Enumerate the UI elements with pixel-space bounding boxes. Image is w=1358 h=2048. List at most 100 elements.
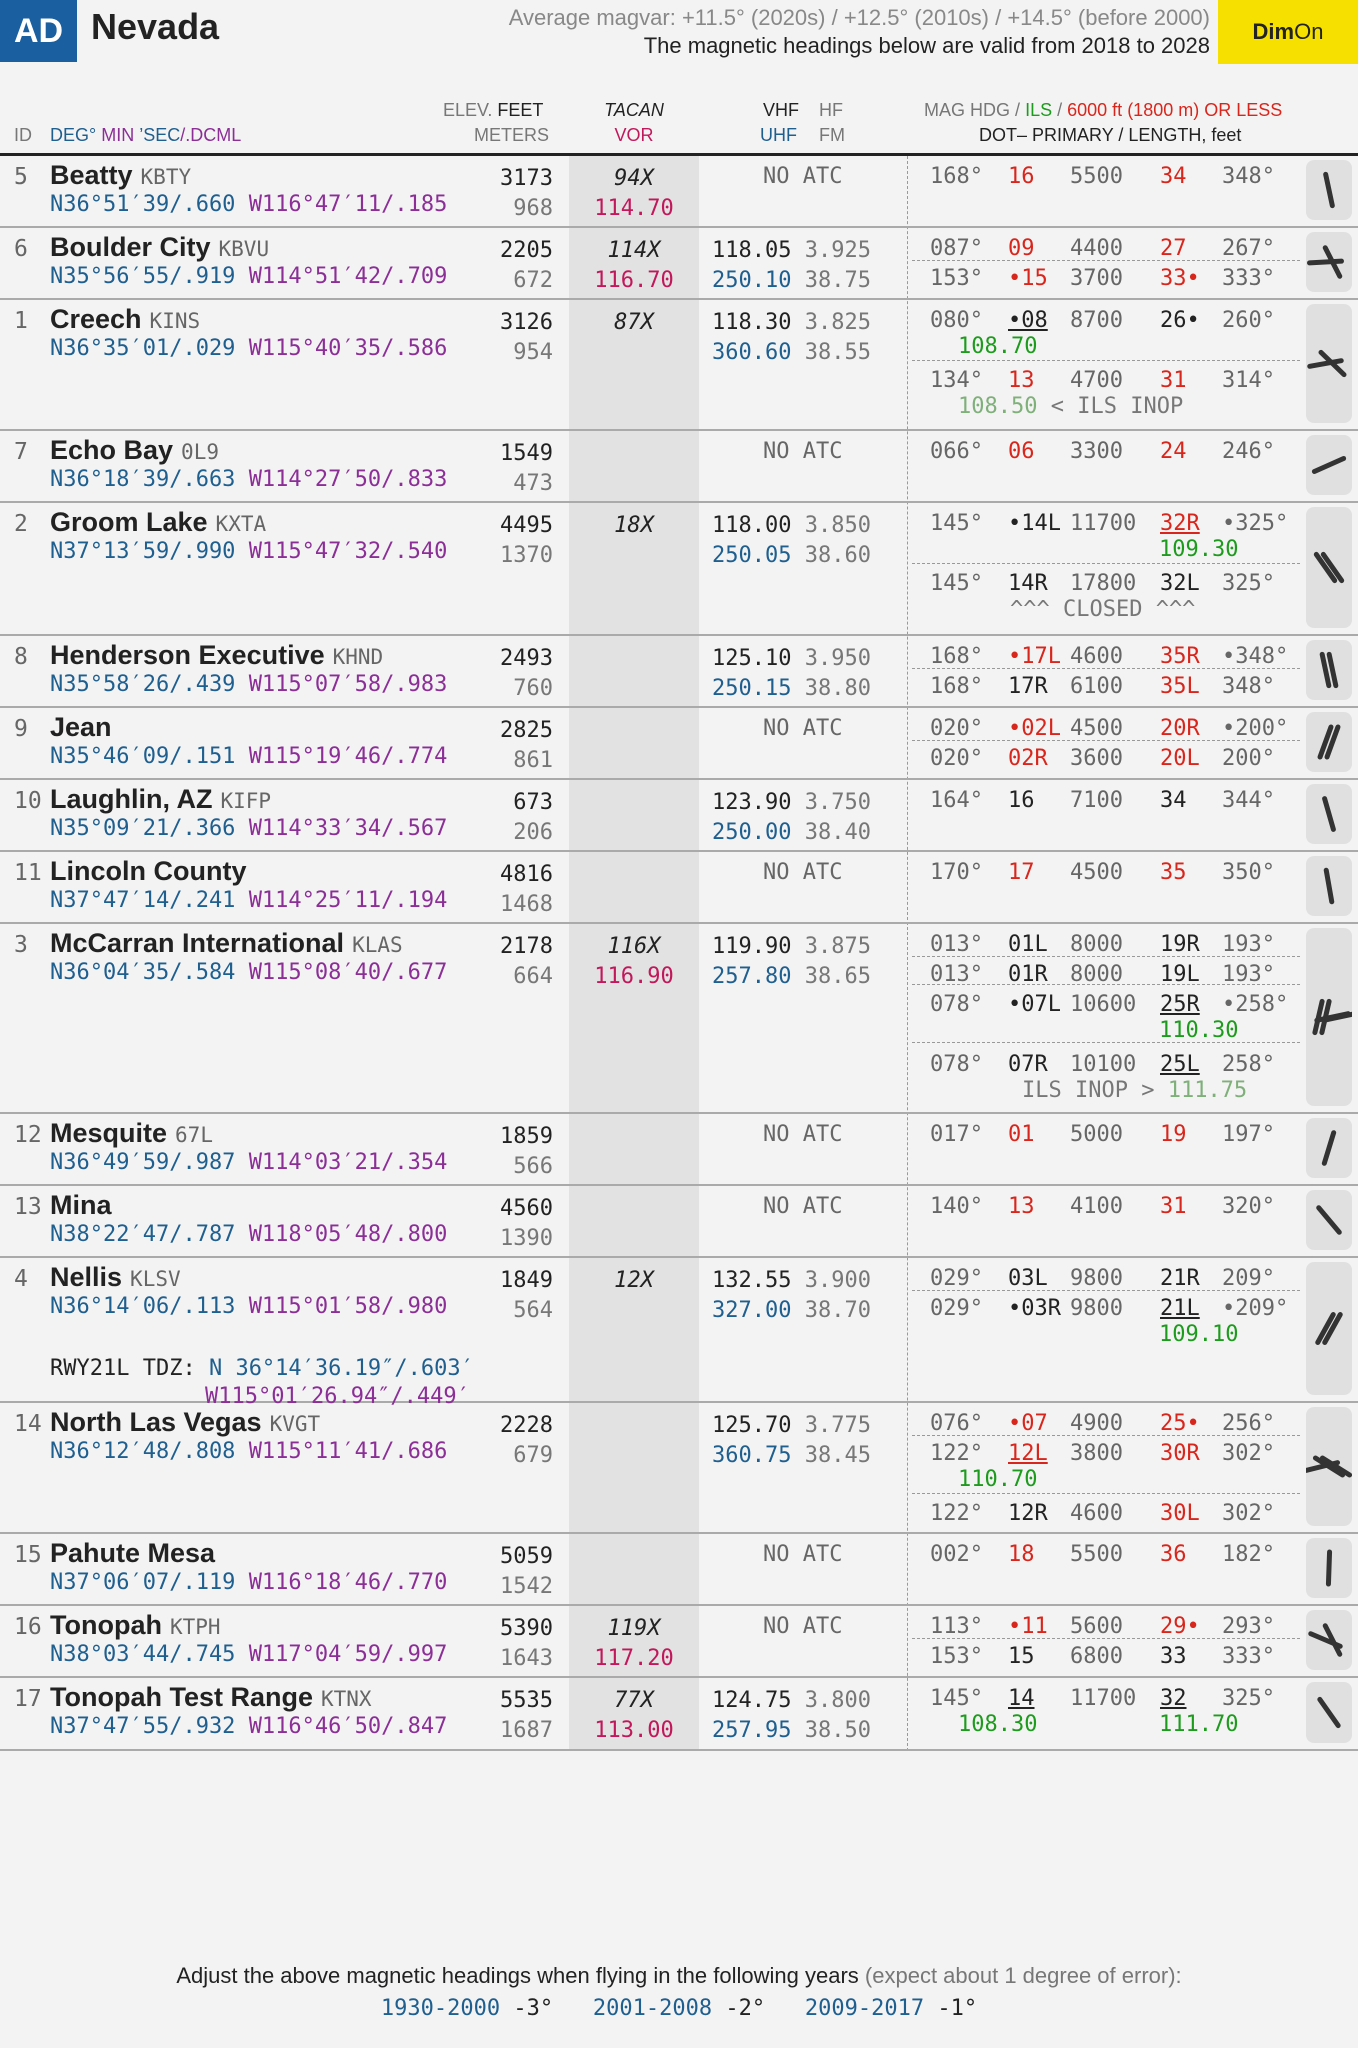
- elevation: 1849 564: [500, 1266, 553, 1326]
- airport-name[interactable]: Jean: [50, 712, 112, 743]
- runway-separator: [912, 1493, 1300, 1494]
- airport-name[interactable]: Nellis KLSV: [50, 1262, 181, 1293]
- runway-diagram-icon: [1308, 1623, 1343, 1657]
- elevation: 3173 968: [500, 164, 553, 224]
- airport-name[interactable]: Tonopah Test Range KTNX: [50, 1682, 372, 1713]
- longitude: W114°25′11/.194: [248, 888, 448, 913]
- vhf-frequency: 132.55: [712, 1268, 792, 1293]
- runway-diagram-icon: [1313, 551, 1345, 584]
- elevation-meters: 679: [513, 1443, 553, 1468]
- runway-diagram-icon: [1307, 245, 1344, 279]
- icao-code: KINS: [149, 309, 201, 333]
- runway-diagram[interactable]: [1306, 1538, 1352, 1598]
- runway-diagram[interactable]: [1303, 1407, 1353, 1526]
- runway-strip: [1321, 1011, 1358, 1023]
- runway-separator: [912, 563, 1300, 564]
- runway-diagram[interactable]: [1306, 712, 1352, 772]
- runway-diagram[interactable]: [1306, 232, 1352, 292]
- airport-name[interactable]: Laughlin, AZ KIFP: [50, 784, 271, 815]
- fm-frequency: 38.65: [804, 964, 871, 989]
- longitude: W115°07′58/.983: [248, 672, 448, 697]
- runway-diagram[interactable]: [1306, 1610, 1352, 1670]
- runway-end-1: 12R: [1008, 1501, 1048, 1526]
- heading-1: 145°: [930, 1686, 983, 1711]
- airport-name[interactable]: Creech KINS: [50, 304, 200, 335]
- airport-name[interactable]: Boulder City KBVU: [50, 232, 269, 263]
- airport-coordinates: N36°04′35/.584 W115°08′40/.677: [50, 960, 447, 985]
- uhf-fm: 257.95 38.50: [712, 1716, 871, 1746]
- runway-length: 10600: [1070, 992, 1137, 1017]
- runway-length: 5500: [1070, 164, 1123, 189]
- dim-toggle-button[interactable]: Dim On: [1218, 0, 1358, 64]
- icao-code: KBTY: [140, 165, 192, 189]
- airport-coordinates: N36°18′39/.663 W114°27′50/.833: [50, 467, 447, 492]
- ils-frequency: 111.70: [1159, 1712, 1239, 1737]
- elevation: 3126 954: [500, 308, 553, 368]
- heading-2: 246°: [1222, 439, 1275, 464]
- airport-name[interactable]: Lincoln County: [50, 856, 246, 887]
- vhf-hf: 118.00 3.850: [712, 511, 871, 541]
- runway-diagram[interactable]: [1306, 1682, 1352, 1743]
- runway-diagram-icon: [1323, 171, 1335, 209]
- airport-name[interactable]: Tonopah KTPH: [50, 1610, 221, 1641]
- airport-name[interactable]: Mesquite 67L: [50, 1118, 213, 1149]
- airport-name[interactable]: Groom Lake KXTA: [50, 507, 266, 538]
- runway-diagram[interactable]: [1306, 304, 1352, 423]
- col-mag-hdg: MAG HDG / ILS / 6000 ft (1800 m) OR LESS: [924, 100, 1283, 120]
- runway-diagram[interactable]: [1306, 160, 1352, 220]
- airport-name[interactable]: Mina: [50, 1190, 112, 1221]
- radio-frequencies: 123.90 3.750 250.00 38.40: [712, 788, 871, 848]
- runway-diagram[interactable]: [1306, 507, 1352, 628]
- adj-years-2: 2001-2008: [592, 1996, 713, 2021]
- longitude: W117°04′59/.997: [248, 1642, 448, 1667]
- heading-2: 325°: [1222, 571, 1275, 596]
- runway-end-2: 35: [1160, 860, 1187, 885]
- col-deg: DEG°: [50, 125, 97, 145]
- airport-name[interactable]: Henderson Executive KHND: [50, 640, 383, 671]
- runway-diagram[interactable]: [1306, 1118, 1352, 1178]
- heading-1: 020°: [930, 716, 983, 741]
- airport-name[interactable]: McCarran International KLAS: [50, 928, 403, 959]
- runway-diagram[interactable]: [1306, 1262, 1352, 1395]
- ils-note-part-1: ILS INOP >: [1022, 1078, 1155, 1103]
- heading-2: 260°: [1222, 308, 1275, 333]
- runway-diagram[interactable]: [1306, 1190, 1352, 1250]
- runway-diagram[interactable]: [1306, 435, 1352, 495]
- fm-frequency: 38.80: [804, 676, 871, 701]
- runway-diagram[interactable]: [1306, 928, 1358, 1106]
- runway-line: 145° 14R 17800 32L 325°: [930, 567, 1284, 597]
- vhf-frequency: 119.90: [712, 934, 792, 959]
- airport-name-text: Pahute Mesa: [50, 1538, 216, 1568]
- runway-diagram[interactable]: [1306, 640, 1352, 700]
- latitude: N36°04′35/.584: [50, 960, 236, 985]
- heading-2: 182°: [1222, 1542, 1275, 1567]
- airport-name[interactable]: North Las Vegas KVGT: [50, 1407, 320, 1438]
- runway-length: 4600: [1070, 1501, 1123, 1526]
- runway-end-2: 30R: [1160, 1441, 1200, 1466]
- airport-id: 13: [14, 1194, 42, 1220]
- latitude: N35°46′09/.151: [50, 744, 236, 769]
- runway-end-2: 34: [1160, 164, 1187, 189]
- heading-1: 076°: [930, 1411, 983, 1436]
- airport-name[interactable]: Pahute Mesa: [50, 1538, 215, 1569]
- tdz-label: RWY21L TDZ:: [50, 1356, 196, 1381]
- elevation: 4816 1468: [500, 860, 553, 920]
- runway-diagram[interactable]: [1306, 784, 1352, 844]
- airport-id: 17: [14, 1686, 42, 1712]
- runway-line: 013° 01R 8000 19L 193°: [930, 958, 1284, 988]
- no-atc: NO ATC: [763, 1194, 843, 1219]
- runway-strip: [1316, 1205, 1342, 1235]
- col-primary-label: – PRIMARY / LENGTH, feet: [1017, 125, 1242, 145]
- hf-frequency: 3.875: [804, 934, 871, 959]
- runway-end-1: •14L: [1008, 511, 1061, 536]
- heading-2: 200°: [1222, 746, 1275, 771]
- airport-name[interactable]: Beatty KBTY: [50, 160, 191, 191]
- runway-diagram[interactable]: [1306, 856, 1352, 916]
- icao-code: KXTA: [215, 512, 267, 536]
- col-maghdg-label: MAG HDG: [924, 100, 1011, 120]
- airport-row: 9 Jean N35°46′09/.151 W115°19′46/.774 2825 8…: [0, 708, 1358, 780]
- vhf-hf: 132.55 3.900: [712, 1266, 871, 1296]
- runway-length: 10100: [1070, 1052, 1137, 1077]
- airport-name[interactable]: Echo Bay 0L9: [50, 435, 219, 466]
- airport-name-text: Mesquite: [50, 1118, 168, 1148]
